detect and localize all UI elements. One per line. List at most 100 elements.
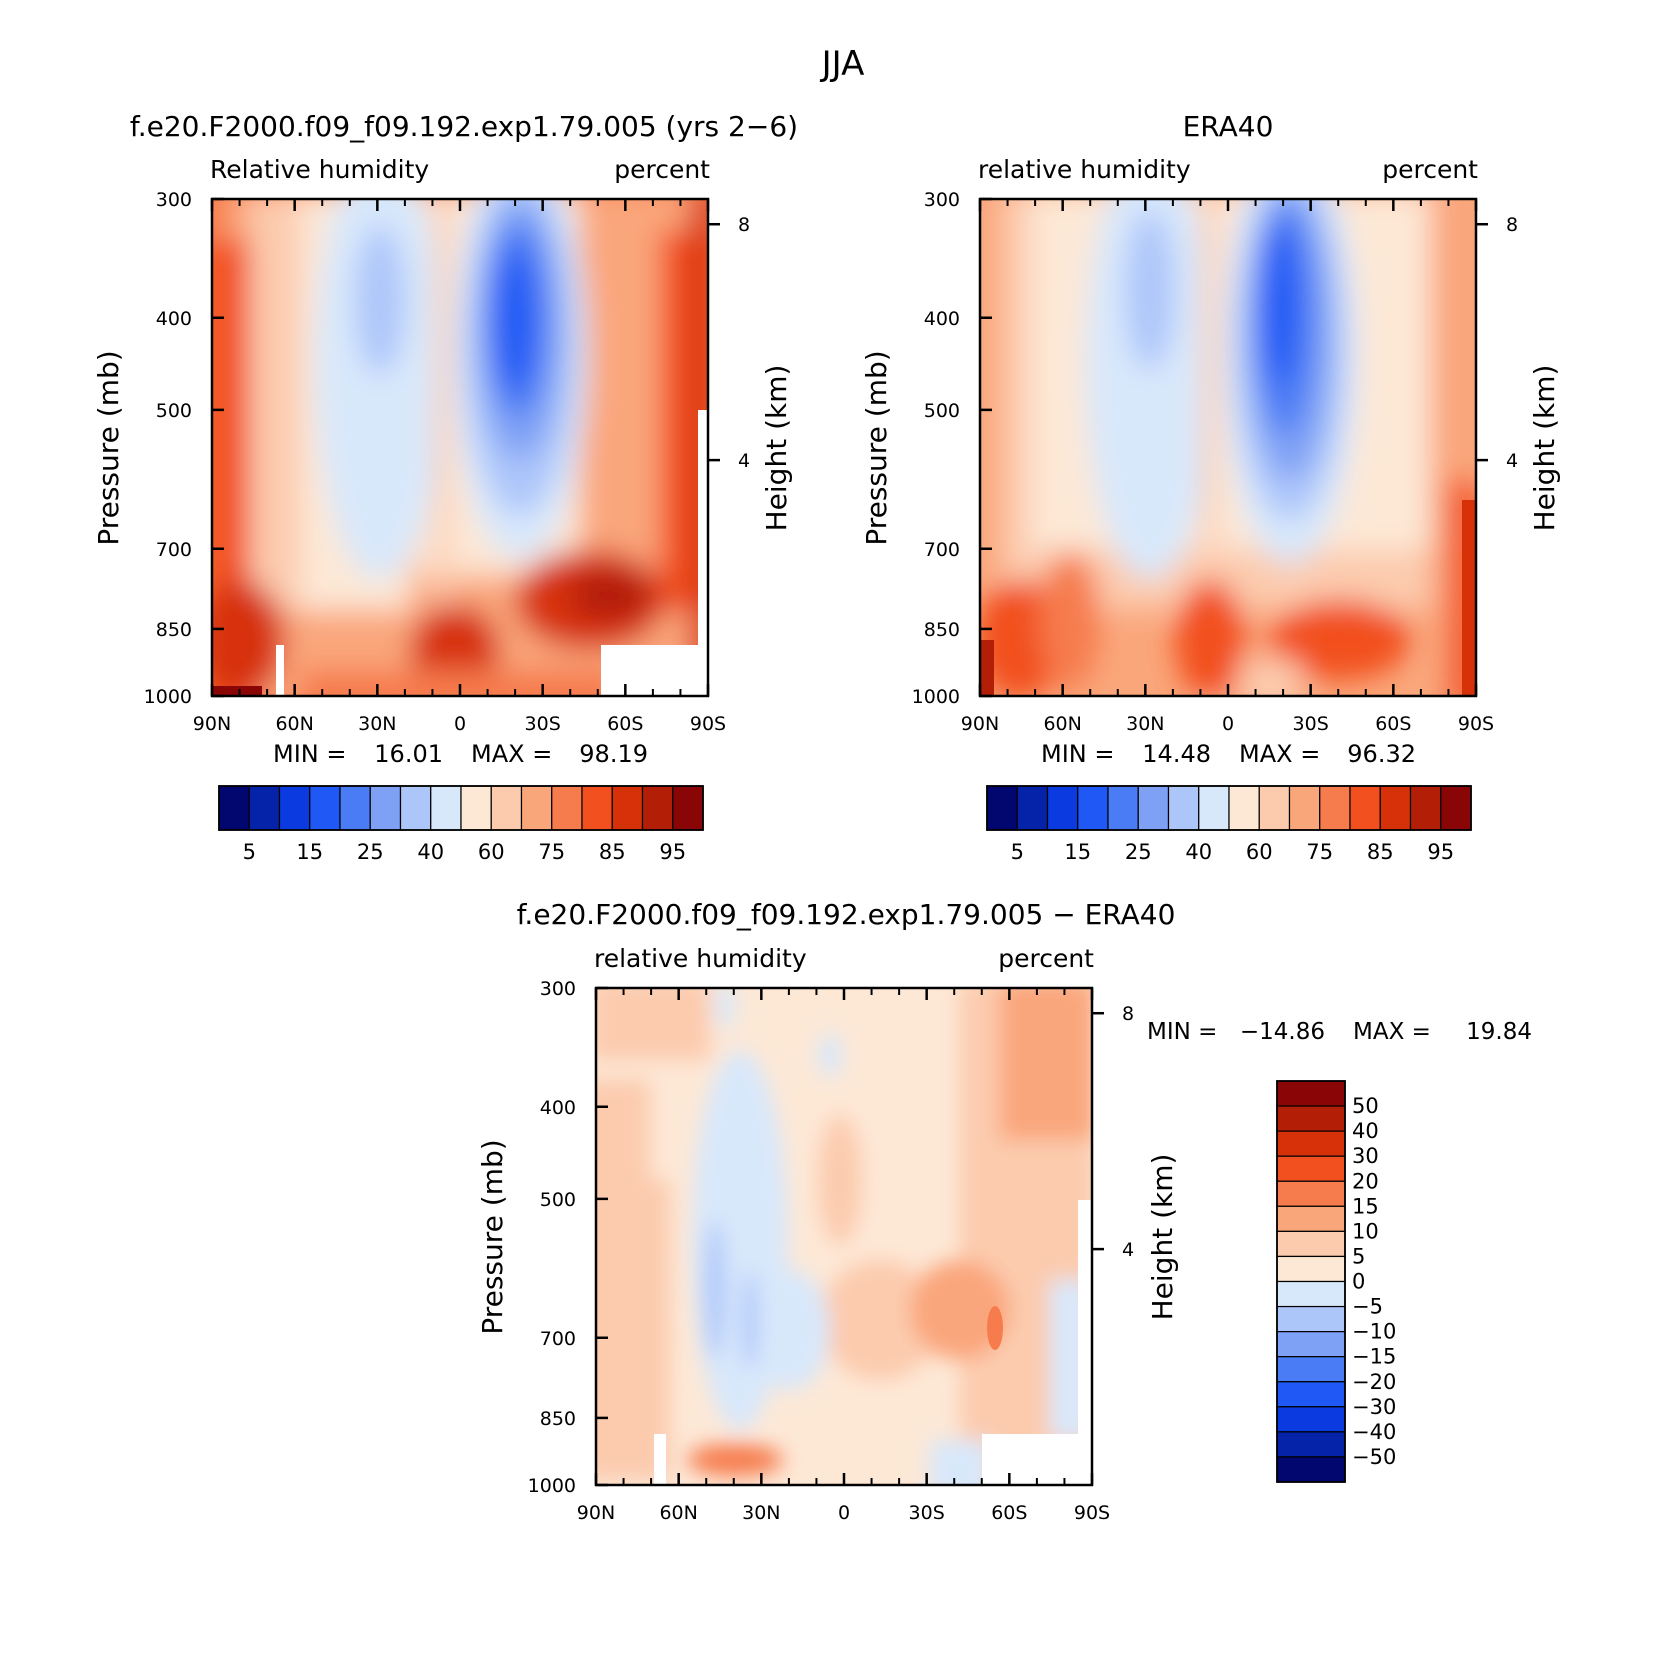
panel-era40-colorbar-label: 75: [1306, 840, 1333, 864]
panel-difference-colorbar-label: 20: [1352, 1169, 1379, 1193]
panel-era40-colorbar-box: [1046, 785, 1079, 831]
panel-era40-title: ERA40: [1183, 110, 1274, 143]
panel-difference-colorbar-label: 5: [1352, 1244, 1365, 1268]
panel-difference-colorbar-box: [1276, 1456, 1346, 1483]
panel-model-colorbar-label: 40: [417, 840, 444, 864]
panel-model-field: [212, 199, 708, 696]
panel-era40-max-label: MAX =: [1239, 740, 1320, 768]
panel-difference-colorbar-frame: [1276, 1080, 1346, 1483]
panel-era40-y-tick-label: 500: [924, 400, 960, 422]
panel-model-x-axis: 90N 60N 30N 0 30S 60S 90S: [193, 199, 726, 735]
panel-era40-colorbar-box: [1107, 785, 1139, 831]
panel-era40-field: [980, 199, 1476, 696]
panel-era40-colorbar-box: [1167, 785, 1200, 831]
panel-model-colorbar-box: [641, 785, 674, 831]
panel-difference-colorbar-box: [1276, 1155, 1346, 1182]
panel-model-y-tick-label: 400: [156, 308, 192, 330]
panel-model-colorbar-label: 15: [296, 840, 323, 864]
panel-model-y-tick-label: 850: [156, 619, 192, 641]
panel-difference-y-tick-label: 850: [540, 1408, 576, 1430]
panel-model-max-label: MAX =: [471, 740, 552, 768]
panel-model-min-label: MIN =: [273, 740, 346, 768]
panel-difference-left-label: relative humidity: [594, 944, 807, 973]
panel-difference-min-label: MIN =: [1147, 1019, 1217, 1045]
panel-era40-y-tick-label: 850: [924, 619, 960, 641]
panel-difference-colorbar-box: [1276, 1180, 1346, 1207]
panel-era40-colorbar-label: 60: [1246, 840, 1273, 864]
panel-era40-colorbar-label: 25: [1125, 840, 1152, 864]
panel-model-colorbar-box: [430, 785, 462, 831]
panel-model-colorbar-box: [551, 785, 583, 831]
panel-model-title: f.e20.F2000.f09_f09.192.exp1.79.005 (yrs…: [130, 110, 798, 143]
panel-difference-colorbar-label: −40: [1352, 1420, 1396, 1444]
panel-model-x-tick-label: 60S: [607, 713, 643, 735]
panel-difference-colorbar-label: 10: [1352, 1219, 1379, 1243]
panel-model-y2-tick-label: 8: [738, 214, 750, 236]
panel-model-colorbar-box: [611, 785, 644, 831]
panel-era40-colorbar: 5 15 25 40 60 75 85 95: [986, 785, 1472, 864]
panel-model-colorbar-box: [399, 785, 432, 831]
panel-model-x-tick-label: 90N: [193, 713, 231, 735]
panel-difference-y2-tick-label: 4: [1122, 1239, 1134, 1261]
panel-model-y-axis: 300 400 500 700 850 1000 8 4: [144, 189, 750, 708]
panel-model-y2-tick-label: 4: [738, 450, 750, 472]
panel-difference-colorbar-box: [1276, 1305, 1346, 1333]
panel-era40-ylabel: Pressure (mb): [860, 350, 893, 545]
panel-era40-colorbar-label: 95: [1427, 840, 1454, 864]
panel-model-colorbar-box: [248, 785, 281, 831]
panel-difference-x-tick-label: 90N: [577, 1502, 615, 1524]
panel-model-y-tick-label: 700: [156, 539, 192, 561]
panel-difference-colorbar-box: [1276, 1331, 1346, 1358]
panel-era40-colorbar-box: [1440, 785, 1472, 831]
panel-era40-x-tick-label: 30S: [1293, 713, 1329, 735]
panel-difference-x-tick-label: 90S: [1074, 1502, 1110, 1524]
panel-difference-min-value: −14.86: [1240, 1019, 1325, 1045]
panel-era40-right-label: percent: [1382, 155, 1478, 184]
panel-difference-colorbar-label: 30: [1352, 1144, 1379, 1168]
panel-difference-colorbar-label: −5: [1352, 1295, 1383, 1319]
panel-model-colorbar-box: [309, 785, 341, 831]
panel-difference-y-tick-label: 400: [540, 1097, 576, 1119]
panel-difference-x-tick-label: 60N: [659, 1502, 697, 1524]
panel-era40-colorbar-box: [1077, 785, 1109, 831]
panel-era40-min-value: 14.48: [1142, 740, 1211, 768]
panel-era40-colorbar-box: [1409, 785, 1442, 831]
panel-model-colorbar-box: [339, 785, 371, 831]
panel-model-colorbar-box: [520, 785, 553, 831]
panel-difference-colorbar-label: −15: [1352, 1345, 1396, 1369]
panel-era40-colorbar-frame: [986, 785, 1472, 831]
panel-model-x-tick-label: 60N: [275, 713, 313, 735]
panel-era40-x-tick-label: 90S: [1458, 713, 1494, 735]
panel-difference-colorbar-box: [1276, 1356, 1346, 1383]
panel-era40: ERA40 relative humidity percent: [860, 110, 1561, 864]
panel-difference: f.e20.F2000.f09_f09.192.exp1.79.005 − ER…: [476, 898, 1532, 1524]
panel-difference-right-label: percent: [998, 944, 1094, 973]
panel-era40-y2-tick-label: 4: [1506, 450, 1518, 472]
panel-difference-max-label: MAX =: [1353, 1019, 1431, 1045]
panel-difference-colorbar-box: [1276, 1230, 1346, 1258]
panel-era40-colorbar-label: 15: [1064, 840, 1091, 864]
panel-model-colorbar-box: [460, 785, 492, 831]
panel-model-colorbar: 5 15 25 40 60 75 85 95: [218, 785, 704, 864]
panel-model-right-label: percent: [614, 155, 710, 184]
panel-model-min-value: 16.01: [374, 740, 443, 768]
panel-era40-y-tick-label: 700: [924, 539, 960, 561]
panel-difference-y-tick-label: 300: [540, 978, 576, 1000]
panel-difference-colorbar-label: 40: [1352, 1119, 1379, 1143]
panel-era40-y-tick-label: 400: [924, 308, 960, 330]
panel-era40-colorbar-label: 5: [1011, 840, 1024, 864]
panel-model-colorbar-label: 5: [243, 840, 256, 864]
panel-difference-y2-tick-label: 8: [1122, 1003, 1134, 1025]
panel-model-colorbar-box: [581, 785, 613, 831]
panel-difference-colorbar-box: [1276, 1280, 1346, 1308]
panel-difference-y2label: Height (km): [1146, 1154, 1179, 1321]
panel-model-colorbar-frame: [218, 785, 704, 831]
panel-era40-max-value: 96.32: [1347, 740, 1416, 768]
panel-difference-field: [596, 988, 1092, 1485]
panel-model: f.e20.F2000.f09_f09.192.exp1.79.005 (yrs…: [92, 110, 798, 864]
panel-era40-colorbar-box: [1349, 785, 1381, 831]
panel-era40-colorbar-label: 40: [1185, 840, 1212, 864]
panel-era40-x-tick-label: 60S: [1375, 713, 1411, 735]
panel-era40-colorbar-box: [1016, 785, 1049, 831]
panel-era40-y2-tick-label: 8: [1506, 214, 1518, 236]
